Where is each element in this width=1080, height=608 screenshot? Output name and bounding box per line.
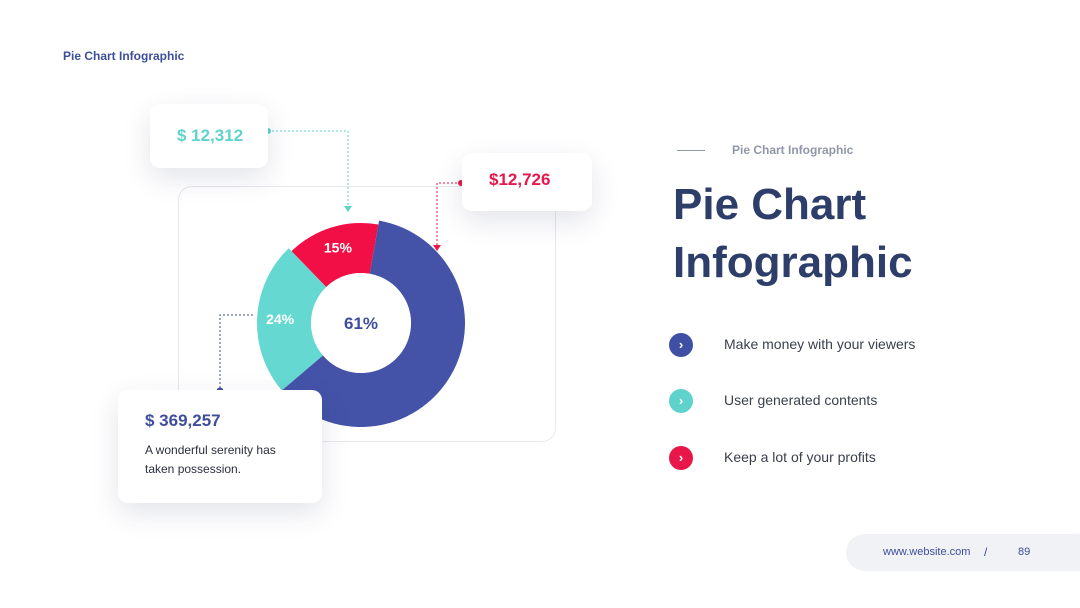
subtitle-divider [677,150,705,151]
connector-blue [219,314,253,388]
slice-1 [281,220,465,427]
callout-card-blue: $ 369,257 A wonderful serenity has taken… [118,390,322,503]
footer-separator: / [984,545,988,559]
connector-red-arrow [433,245,441,251]
connector-red [436,182,461,245]
list-item-label: Make money with your viewers [724,336,916,352]
callout-card-red: $12,726 [462,153,592,211]
header-title: Pie Chart Infographic [63,49,185,63]
callout-amount-red: $12,726 [489,170,551,189]
footer-pill: www.website.com / 89 [846,534,1080,571]
chevron-right-icon[interactable]: › [669,333,693,357]
connector-teal [268,130,349,206]
donut-center [311,273,411,373]
callout-card-teal: $ 12,312 [150,104,268,168]
page-title-line1: Pie Chart [673,180,867,229]
footer-url[interactable]: www.website.com [883,546,971,558]
section-subtitle: Pie Chart Infographic [732,143,854,157]
list-item-label: User generated contents [724,392,878,408]
callout-description: A wonderful serenity has taken possessio… [145,443,276,476]
list-item-label: Keep a lot of your profits [724,449,876,465]
slice-label-3: 15% [324,239,353,255]
callout-amount-blue: $ 369,257 [145,411,221,430]
chevron-right-icon[interactable]: › [669,389,693,413]
chevron-right-icon[interactable]: › [669,446,693,470]
callout-amount-teal: $ 12,312 [177,126,244,145]
connector-teal-arrow [344,206,352,212]
slice-2 [257,248,327,391]
slice-3 [291,223,379,288]
page-title: Pie Chart Infographic [673,176,913,292]
center-label: 61% [344,314,378,333]
slice-label-2: 24% [266,311,295,327]
page-number: 89 [1018,546,1031,558]
page-title-line2: Infographic [673,238,913,287]
